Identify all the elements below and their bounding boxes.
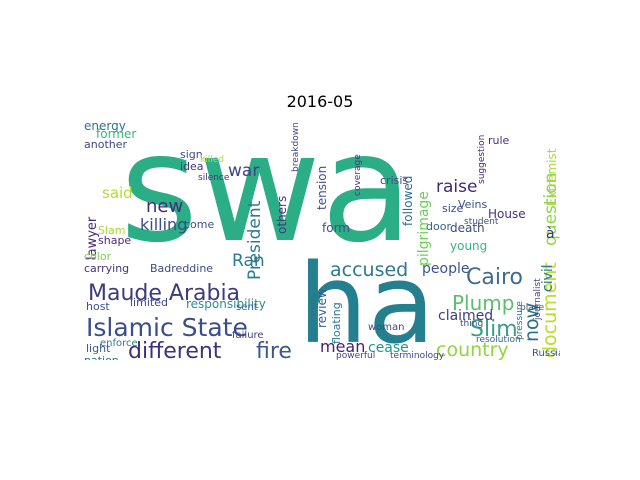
cloud-word: nation xyxy=(84,354,119,360)
cloud-word: said xyxy=(102,184,133,202)
word-cloud: swa ha Islamic State Maude Arabia different f… xyxy=(80,120,560,360)
cloud-word: Cairo xyxy=(466,265,523,290)
cloud-word: silence xyxy=(198,173,230,183)
cloud-word: people xyxy=(422,261,469,277)
cloud-word: followed xyxy=(401,176,415,226)
cloud-word: coverage xyxy=(353,154,363,196)
cloud-word: tension xyxy=(315,166,329,210)
cloud-word: size xyxy=(442,202,464,215)
chart-title: 2016-05 xyxy=(286,92,354,111)
cloud-word: swa xyxy=(120,120,413,276)
cloud-word: idea xyxy=(180,160,204,173)
cloud-word: apparently xyxy=(309,293,319,342)
cloud-word: war xyxy=(228,161,259,181)
cloud-word: pressure xyxy=(515,301,525,340)
cloud-word: sent xyxy=(236,302,258,313)
cloud-word: door xyxy=(426,220,451,233)
cloud-word: à xyxy=(546,226,555,242)
cloud-word: rule xyxy=(488,134,510,147)
cloud-word: woman xyxy=(368,322,405,333)
cloud-word: lawyer xyxy=(85,216,100,260)
cloud-word: terminology xyxy=(390,351,445,360)
cloud-word: former xyxy=(96,127,136,141)
cloud-word: Russian xyxy=(532,348,560,359)
cloud-word: Plump xyxy=(452,291,514,315)
cloud-word: journalist xyxy=(533,278,543,321)
cloud-word: fire xyxy=(256,339,292,360)
cloud-word: Slam xyxy=(98,224,126,237)
cloud-word: new xyxy=(146,196,183,217)
cloud-word: powerful xyxy=(336,351,375,360)
cloud-word: country xyxy=(436,339,509,360)
cloud-word: crisis xyxy=(380,174,408,187)
cloud-word: Islamic State xyxy=(86,313,248,342)
cloud-word: pilgrimage xyxy=(416,191,432,266)
cloud-word: killed xyxy=(200,155,224,165)
cloud-word: accused xyxy=(330,259,408,281)
cloud-word: President xyxy=(245,200,265,280)
cloud-word: Maude Arabia xyxy=(88,281,240,306)
cloud-word: claimed xyxy=(438,308,493,324)
cloud-word: different xyxy=(128,339,222,360)
cloud-word: civil xyxy=(540,264,556,292)
cloud-word: others xyxy=(275,196,289,234)
cloud-word: form xyxy=(322,221,350,235)
cloud-word: killing xyxy=(140,215,187,234)
cloud-word: limited xyxy=(130,296,168,309)
cloud-word: student xyxy=(464,217,499,227)
cloud-word: another xyxy=(84,138,127,151)
cloud-word: Badreddine xyxy=(150,262,213,275)
cloud-word: document xyxy=(539,262,560,358)
cloud-word: now xyxy=(521,303,543,342)
cloud-word: House xyxy=(488,207,526,221)
cloud-word: Ran xyxy=(232,251,265,271)
cloud-word: Veins xyxy=(458,198,487,211)
cloud-word: review xyxy=(315,288,329,328)
cloud-word: carrying xyxy=(84,262,129,275)
cloud-word: Slim xyxy=(470,317,518,342)
cloud-word: death xyxy=(450,221,485,235)
cloud-word: raise xyxy=(436,177,477,197)
cloud-word: young xyxy=(450,239,487,253)
cloud-word: floating xyxy=(330,302,343,344)
cloud-word: ha xyxy=(298,240,435,360)
cloud-word: shape xyxy=(98,234,131,247)
cloud-word: responsibility xyxy=(186,297,266,311)
cloud-word: enforce xyxy=(100,338,138,349)
cloud-word: place xyxy=(520,303,545,313)
cloud-word: Extremist xyxy=(545,148,559,206)
cloud-word: suggestion xyxy=(477,135,487,184)
cloud-word: cease xyxy=(368,340,409,356)
cloud-word: color xyxy=(84,250,112,263)
cloud-word: breakdown xyxy=(291,122,301,172)
cloud-word: light xyxy=(86,342,111,355)
cloud-word: sign xyxy=(180,148,203,161)
cloud-word: failure xyxy=(232,330,264,341)
cloud-word: thing xyxy=(460,319,483,329)
cloud-word: resolution xyxy=(476,335,521,345)
cloud-word: host xyxy=(86,300,110,313)
cloud-word: come xyxy=(184,218,214,231)
cloud-word: question xyxy=(541,173,560,246)
cloud-word: mean xyxy=(320,337,365,356)
cloud-word: energy xyxy=(84,120,126,133)
